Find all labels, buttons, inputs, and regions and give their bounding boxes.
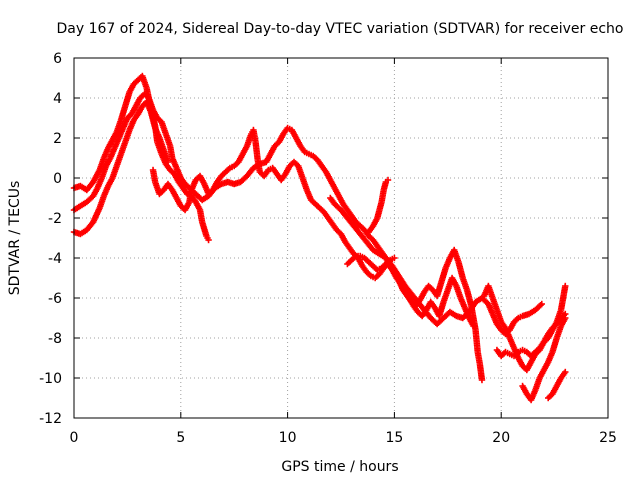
data-point: [562, 368, 569, 376]
y-tick-label: 4: [53, 91, 62, 107]
data-point: [562, 282, 569, 290]
interp-mark: [537, 302, 544, 309]
y-tick-label: -2: [48, 211, 62, 227]
series-track-9: [493, 282, 569, 360]
y-tick-label: -10: [39, 371, 62, 387]
data-marks: [70, 72, 569, 404]
chart-title: Day 167 of 2024, Sidereal Day-to-day VTE…: [57, 21, 624, 37]
series-track-2: [70, 90, 486, 384]
data-point: [391, 254, 398, 262]
plot-frame: [73, 57, 609, 419]
y-tick-label: 2: [53, 131, 62, 147]
x-tick-label: 0: [70, 430, 79, 446]
series-track-6: [365, 176, 392, 236]
y-tick-label: 0: [53, 171, 62, 187]
data-point: [164, 158, 172, 166]
series-track-10: [519, 314, 569, 404]
y-tick-label: 6: [53, 51, 62, 67]
x-tick-label: 20: [492, 430, 510, 446]
x-tick-label: 5: [176, 430, 185, 446]
data-point: [384, 176, 392, 184]
data-point: [562, 314, 569, 322]
x-axis-label: GPS time / hours: [281, 459, 398, 475]
y-axis-label: SDTVAR / TECUs: [7, 181, 23, 296]
series-track-7: [344, 252, 398, 274]
y-tick-label: -6: [48, 291, 62, 307]
data-point: [205, 236, 212, 244]
data-point: [538, 300, 545, 308]
x-tick-label: 15: [385, 430, 403, 446]
data-point: [470, 322, 477, 330]
tick-labels: 0 5 10 15 20 25 -12 -10 -8 -6 -4 -2 0 2 4 6: [39, 51, 617, 446]
series-track-11: [544, 368, 569, 402]
series-track-3: [70, 98, 172, 238]
data-point: [478, 376, 486, 384]
y-tick-label: -4: [48, 251, 62, 267]
x-tick-label: 10: [279, 430, 297, 446]
y-tick-label: -12: [39, 411, 62, 427]
grid-lines: [74, 58, 608, 418]
series-track-4: [149, 126, 477, 330]
x-tick-label: 25: [599, 430, 617, 446]
series-track-5: [327, 194, 545, 338]
y-tick-label: -8: [48, 331, 62, 347]
